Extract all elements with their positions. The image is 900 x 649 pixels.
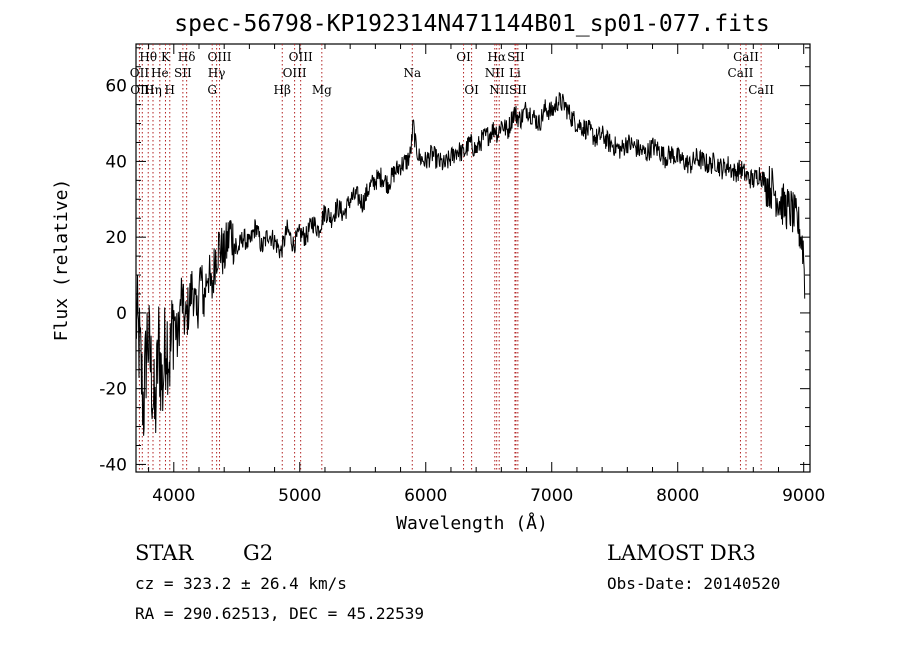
line-label-16: Na [403,66,421,80]
line-label-14: OIII [283,66,307,80]
plot-frame [135,43,811,473]
line-label-10: Hγ [208,66,226,80]
redshift-cz: cz = 323.2 ± 26.4 km/s [135,574,347,593]
x-tick-label-0: 4000 [152,486,195,506]
line-label-12: Hβ [274,83,291,97]
line-label-13: OIII [289,50,313,64]
y-tick-label-2: 0 [116,304,127,324]
line-label-8: Hδ [178,50,196,64]
object-class: STAR [135,541,194,565]
line-label-27: CaII [748,83,774,97]
line-label-3: He [151,66,169,80]
observation-date: Obs-Date: 20140520 [607,574,780,593]
y-tick-label-4: 40 [105,152,127,172]
y-axis-ticks: -40 -20 0 20 40 60 [99,47,810,475]
x-tick-label-2: 6000 [404,486,447,506]
y-tick-label-0: -40 [99,455,127,475]
line-label-11: G [207,83,217,97]
spectrum-line-0 [135,92,806,436]
line-label-6: H [165,83,175,97]
line-label-26: CaII [728,66,754,80]
x-axis-ticks: 4000 5000 6000 7000 8000 9000 [148,44,825,506]
line-label-24: SII [509,83,527,97]
line-label-18: OI [464,83,479,97]
line-label-17: OI [456,50,471,64]
spectral-line-markers [138,44,762,472]
x-tick-label-5: 9000 [782,486,825,506]
line-label-22: SII [507,50,525,64]
coordinates: RA = 290.62513, DEC = 45.22539 [135,604,424,623]
line-label-5: K [161,50,171,64]
x-tick-label-1: 5000 [278,486,321,506]
plot-area-border [135,43,811,473]
x-tick-label-4: 8000 [656,486,699,506]
survey-name: LAMOST DR3 [607,541,756,565]
line-label-21: NII [489,83,509,97]
spectral-line-labels: Hθ OII OIII He Hη K H SII Hδ OIII Hγ G Hβ OIII OIII Mg N… [130,50,775,97]
line-label-20: NII [485,66,505,80]
line-label-23: Li [509,66,521,80]
line-label-25: CaII [733,50,759,64]
y-axis-label: Flux (relative) [51,179,72,342]
line-label-4: Hη [144,83,162,97]
line-label-1: OII [130,66,150,80]
line-label-15: Mg [312,83,332,97]
chart-title: spec-56798-KP192314N471144B01_sp01-077.f… [174,11,769,37]
x-axis-label: Wavelength (Å) [396,512,548,534]
line-label-7: SII [174,66,192,80]
x-tick-label-3: 7000 [530,486,573,506]
line-label-0: Hθ [139,50,157,64]
y-tick-label-1: -20 [99,380,127,400]
line-label-2: OIII [130,83,154,97]
y-tick-label-5: 60 [105,77,127,97]
line-label-19: Hα [487,50,506,64]
info-panel: STAR G2 LAMOST DR3 cz = 323.2 ± 26.4 km/… [135,541,780,623]
spectrum-series [135,92,806,436]
y-tick-label-3: 20 [105,228,127,248]
line-label-9: OIII [207,50,231,64]
object-subclass: G2 [243,541,273,565]
